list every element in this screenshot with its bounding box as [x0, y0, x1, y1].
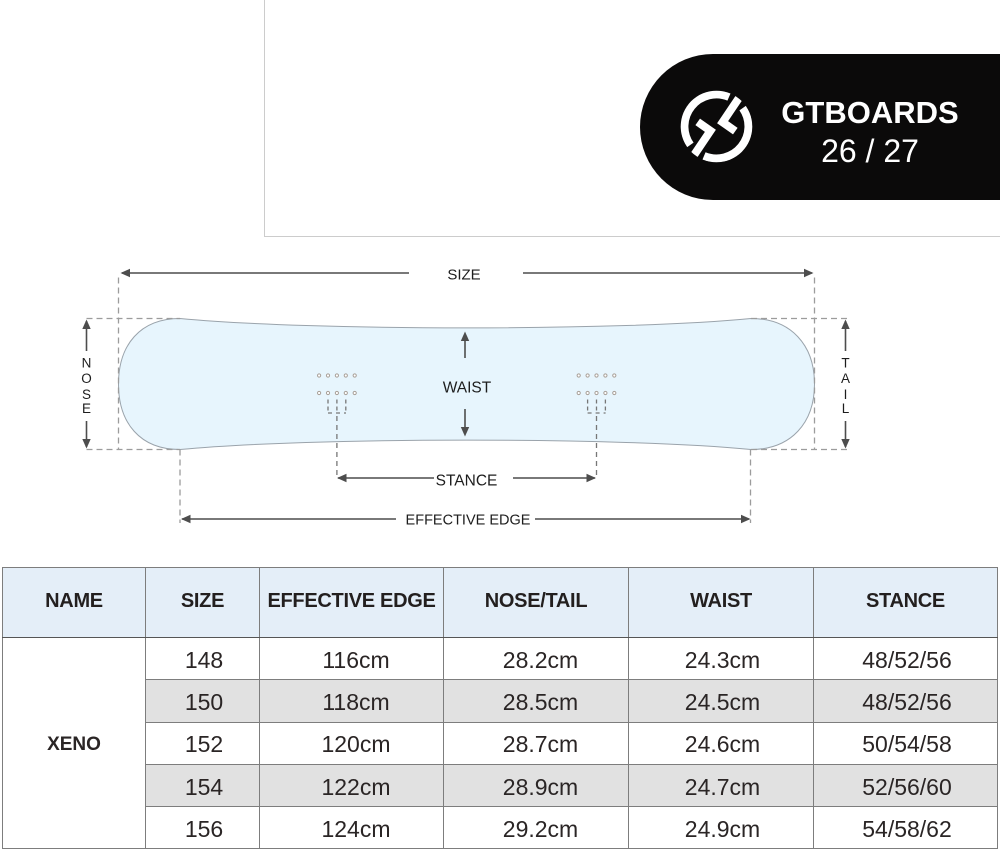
svg-text:T: T	[841, 356, 849, 371]
svg-text:A: A	[841, 371, 850, 386]
svg-text:O: O	[81, 371, 92, 386]
svg-text:L: L	[842, 401, 850, 416]
svg-text:EFFECTIVE EDGE: EFFECTIVE EDGE	[406, 513, 531, 529]
svg-text:WAIST: WAIST	[443, 380, 492, 397]
svg-text:I: I	[844, 387, 848, 402]
svg-text:STANCE: STANCE	[436, 472, 498, 489]
svg-text:E: E	[82, 401, 91, 416]
svg-text:N: N	[82, 356, 92, 371]
svg-text:SIZE: SIZE	[447, 267, 480, 284]
svg-text:S: S	[82, 387, 91, 402]
